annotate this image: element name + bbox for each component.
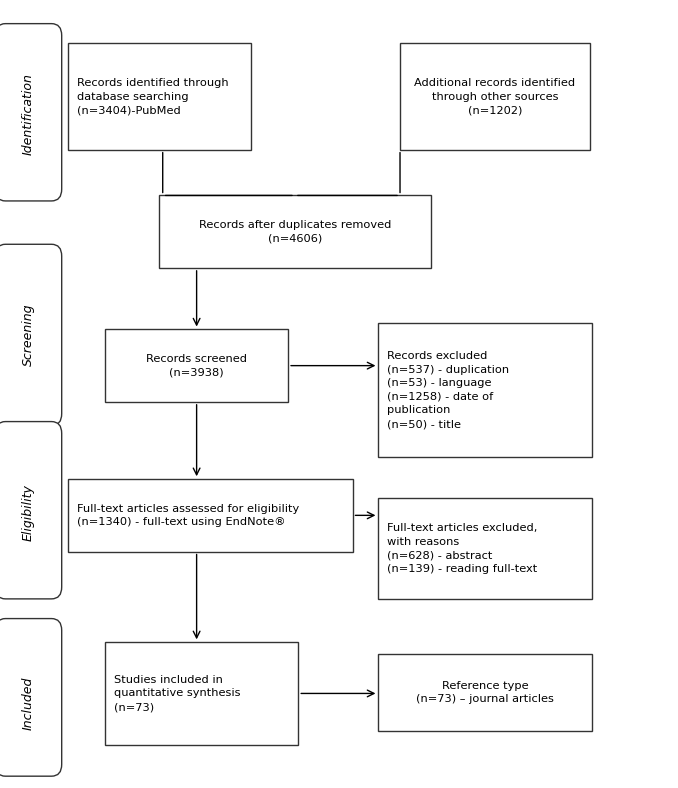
Text: Records screened
(n=3938): Records screened (n=3938) [146,354,247,377]
Text: Screening: Screening [22,303,35,366]
Text: Identification: Identification [22,73,35,155]
FancyBboxPatch shape [159,195,431,268]
FancyBboxPatch shape [0,422,62,599]
Text: Records identified through
database searching
(n=3404)-PubMed: Records identified through database sear… [77,78,228,115]
FancyBboxPatch shape [0,244,62,426]
Text: Records after duplicates removed
(n=4606): Records after duplicates removed (n=4606… [199,220,391,243]
Text: Full-text articles excluded,
with reasons
(n=628) - abstract
(n=139) - reading f: Full-text articles excluded, with reason… [387,523,538,574]
FancyBboxPatch shape [105,642,298,745]
FancyBboxPatch shape [105,329,288,402]
FancyBboxPatch shape [400,43,590,150]
FancyBboxPatch shape [0,619,62,776]
FancyBboxPatch shape [378,323,592,457]
Text: Records excluded
(n=537) - duplication
(n=53) - language
(n=1258) - date of
publ: Records excluded (n=537) - duplication (… [387,351,509,429]
FancyBboxPatch shape [378,498,592,599]
Text: Included: Included [22,676,35,730]
FancyBboxPatch shape [378,654,592,731]
Text: Additional records identified
through other sources
(n=1202): Additional records identified through ot… [414,78,576,115]
Text: Studies included in
quantitative synthesis
(n=73): Studies included in quantitative synthes… [114,675,241,712]
Text: Reference type
(n=73) – journal articles: Reference type (n=73) – journal articles [416,681,554,704]
Text: Eligibility: Eligibility [22,484,35,541]
FancyBboxPatch shape [68,479,353,552]
FancyBboxPatch shape [0,24,62,201]
Text: Full-text articles assessed for eligibility
(n=1340) - full-text using EndNote®: Full-text articles assessed for eligibil… [77,504,299,527]
FancyBboxPatch shape [68,43,251,150]
